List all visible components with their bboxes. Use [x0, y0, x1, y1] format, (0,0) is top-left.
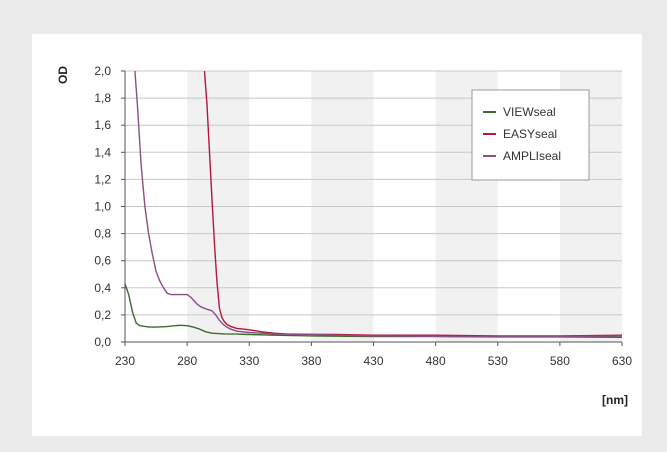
y-tick-label: 0,0	[94, 335, 111, 349]
x-tick-label: 280	[177, 354, 197, 368]
x-tick-label: 530	[488, 354, 508, 368]
y-tick-label: 1,2	[94, 172, 111, 186]
y-tick-label: 0,2	[94, 308, 111, 322]
x-tick-label: 630	[612, 354, 632, 368]
y-tick-label: 1,6	[94, 118, 111, 132]
legend-label: EASYseal	[503, 127, 557, 141]
x-tick-label: 580	[550, 354, 570, 368]
y-tick-label: 0,8	[94, 227, 111, 241]
od-spectrum-chart: 0,0 0,2 0,4 0,6 0,8 1,0 1,2 1,4 1,6 1,8 2,0 230 280…	[56, 64, 632, 407]
grid-lines	[125, 70, 622, 316]
data-series	[124, 70, 623, 338]
series-line-ampliseal	[134, 70, 623, 338]
x-tick-label: 430	[363, 354, 383, 368]
y-tick-label: 1,0	[94, 200, 111, 214]
x-tick-label: 380	[301, 354, 321, 368]
y-axis-ticks: 0,0 0,2 0,4 0,6 0,8 1,0 1,2 1,4 1,6 1,8 2,0	[94, 64, 125, 349]
x-tick-label: 230	[115, 354, 135, 368]
x-tick-label: 330	[239, 354, 259, 368]
x-axis-title: [nm]	[602, 393, 628, 407]
series-line-easyseal	[203, 70, 623, 337]
y-axis-title: OD	[56, 66, 70, 84]
series-line-viewseal	[124, 283, 623, 338]
y-tick-label: 1,4	[94, 145, 111, 159]
legend: VIEWseal EASYseal AMPLIseal	[471, 89, 590, 181]
legend-label: VIEWseal	[503, 105, 556, 119]
chart-card: 0,0 0,2 0,4 0,6 0,8 1,0 1,2 1,4 1,6 1,8 2,0 230 280…	[32, 34, 642, 436]
legend-label: AMPLIseal	[503, 149, 561, 163]
y-tick-label: 2,0	[94, 64, 111, 78]
y-tick-label: 1,8	[94, 91, 111, 105]
y-tick-label: 0,4	[94, 281, 111, 295]
y-tick-label: 0,6	[94, 254, 111, 268]
x-tick-label: 480	[426, 354, 446, 368]
x-axis-ticks: 230 280 330 380 430 480 530 580 630	[115, 342, 632, 368]
